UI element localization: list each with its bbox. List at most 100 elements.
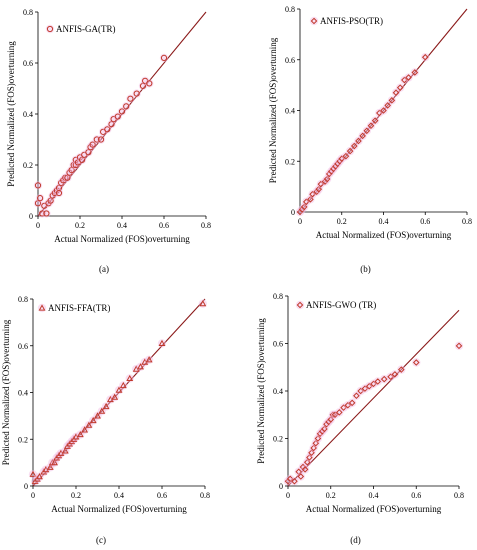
- legend: ANFIS-GA(TR): [45, 24, 116, 34]
- data-point: [34, 200, 42, 207]
- data-point: [139, 82, 147, 90]
- x-axis-label: Actual Normalized (FOS)overturning: [316, 230, 452, 240]
- y-tick-label: 0.6: [285, 56, 295, 65]
- point-glow: [347, 398, 357, 408]
- y-axis-label: Predicted Normalized (FOS)overturning: [6, 41, 16, 187]
- data-point: [158, 339, 166, 346]
- data-point: [64, 174, 71, 181]
- point-glow: [312, 187, 321, 196]
- data-point: [39, 210, 46, 217]
- data-point: [361, 385, 369, 392]
- y-tick-label: 0.8: [285, 5, 295, 14]
- data-point: [348, 399, 356, 407]
- data-point: [370, 380, 377, 388]
- data-point: [115, 386, 123, 393]
- point-glow: [327, 167, 336, 176]
- legend: ANFIS-GWO (TR): [295, 300, 376, 310]
- data-point: [291, 477, 298, 485]
- data-point: [365, 382, 373, 390]
- point-glow: [295, 207, 305, 217]
- data-point: [85, 149, 92, 156]
- y-tick-label: 0.4: [23, 110, 33, 119]
- y-tick-label: 0.2: [273, 435, 283, 444]
- data-point: [85, 421, 93, 428]
- data-point: [388, 97, 396, 104]
- data-point: [61, 447, 69, 454]
- x-axis-label: Actual Normalized (FOS)overturning: [54, 234, 190, 244]
- y-tick-label: 0: [24, 482, 28, 491]
- point-glow: [362, 126, 371, 135]
- data-point: [315, 185, 323, 193]
- point-glow: [320, 177, 330, 186]
- data-point: [79, 156, 86, 163]
- point-glow: [283, 477, 293, 486]
- point-glow: [309, 16, 319, 26]
- point-glow: [315, 429, 325, 438]
- data-point: [384, 102, 391, 109]
- chart-panel-4: 0 0.2 0.4 0.6 0.8 0 0.2 0.4 0.6 0.8 ANFIS-GWO (TR)…: [256, 292, 464, 545]
- point-glow: [297, 205, 307, 214]
- y-tick-label: 0.8: [18, 295, 28, 304]
- point-glow: [410, 68, 420, 77]
- data-point: [97, 136, 105, 143]
- x-tick-label: 0.8: [462, 217, 472, 226]
- x-axis-label: Actual Normalized (FOS)overturning: [51, 504, 187, 514]
- data-point: [387, 373, 394, 381]
- data-point: [98, 407, 106, 414]
- legend: ANFIS-FFA(TR): [37, 303, 110, 313]
- data-point: [295, 468, 302, 476]
- data-point: [401, 76, 408, 84]
- data-point: [123, 103, 130, 110]
- data-point: [306, 454, 313, 461]
- data-point: [363, 127, 371, 135]
- y-tick-label: 0.2: [18, 435, 28, 444]
- point-glow: [373, 377, 382, 386]
- data-point: [29, 470, 37, 477]
- data-point: [380, 107, 387, 114]
- data-point: [102, 402, 110, 410]
- data-point: [108, 121, 115, 128]
- x-tick-label: 0.4: [117, 221, 127, 230]
- data-point: [94, 412, 101, 419]
- data-point: [340, 404, 347, 411]
- x-tick-label: 0.4: [114, 491, 124, 500]
- point-glow: [300, 465, 310, 474]
- data-point: [335, 409, 343, 416]
- legend-label: ANFIS-FFA(TR): [48, 303, 110, 313]
- legend: ANFIS-PSO(TR): [309, 16, 383, 26]
- data-point: [309, 190, 316, 198]
- data-point: [146, 80, 153, 87]
- data-point: [331, 411, 339, 419]
- point-glow: [397, 365, 406, 374]
- point-glow: [335, 408, 344, 417]
- data-point: [396, 84, 404, 91]
- y-tick-label: 0.4: [285, 107, 295, 116]
- legend-label: ANFIS-GWO (TR): [306, 300, 376, 310]
- data-point: [37, 195, 44, 202]
- point-glow: [318, 427, 327, 436]
- data-point: [81, 426, 89, 433]
- legend-marker: [310, 17, 318, 25]
- data-point: [421, 53, 429, 61]
- data-point: [127, 95, 134, 102]
- data-point: [133, 90, 140, 97]
- data-point: [342, 152, 350, 160]
- y-axis-label: Predicted Normalized (FOS)overturning: [256, 318, 266, 464]
- data-point: [310, 444, 317, 452]
- point-glow: [298, 462, 308, 472]
- x-tick-label: 0.4: [369, 491, 379, 500]
- x-tick-label: 0.2: [326, 491, 336, 500]
- data-point: [55, 189, 63, 197]
- data-point: [376, 109, 383, 117]
- data-point: [371, 117, 379, 124]
- data-point: [307, 196, 314, 203]
- data-point: [297, 473, 305, 480]
- data-point: [380, 375, 388, 383]
- data-point: [126, 374, 134, 382]
- point-glow: [370, 116, 380, 125]
- legend-marker: [38, 304, 46, 311]
- data-point: [391, 371, 399, 378]
- data-point: [397, 366, 405, 373]
- point-glow: [383, 101, 392, 110]
